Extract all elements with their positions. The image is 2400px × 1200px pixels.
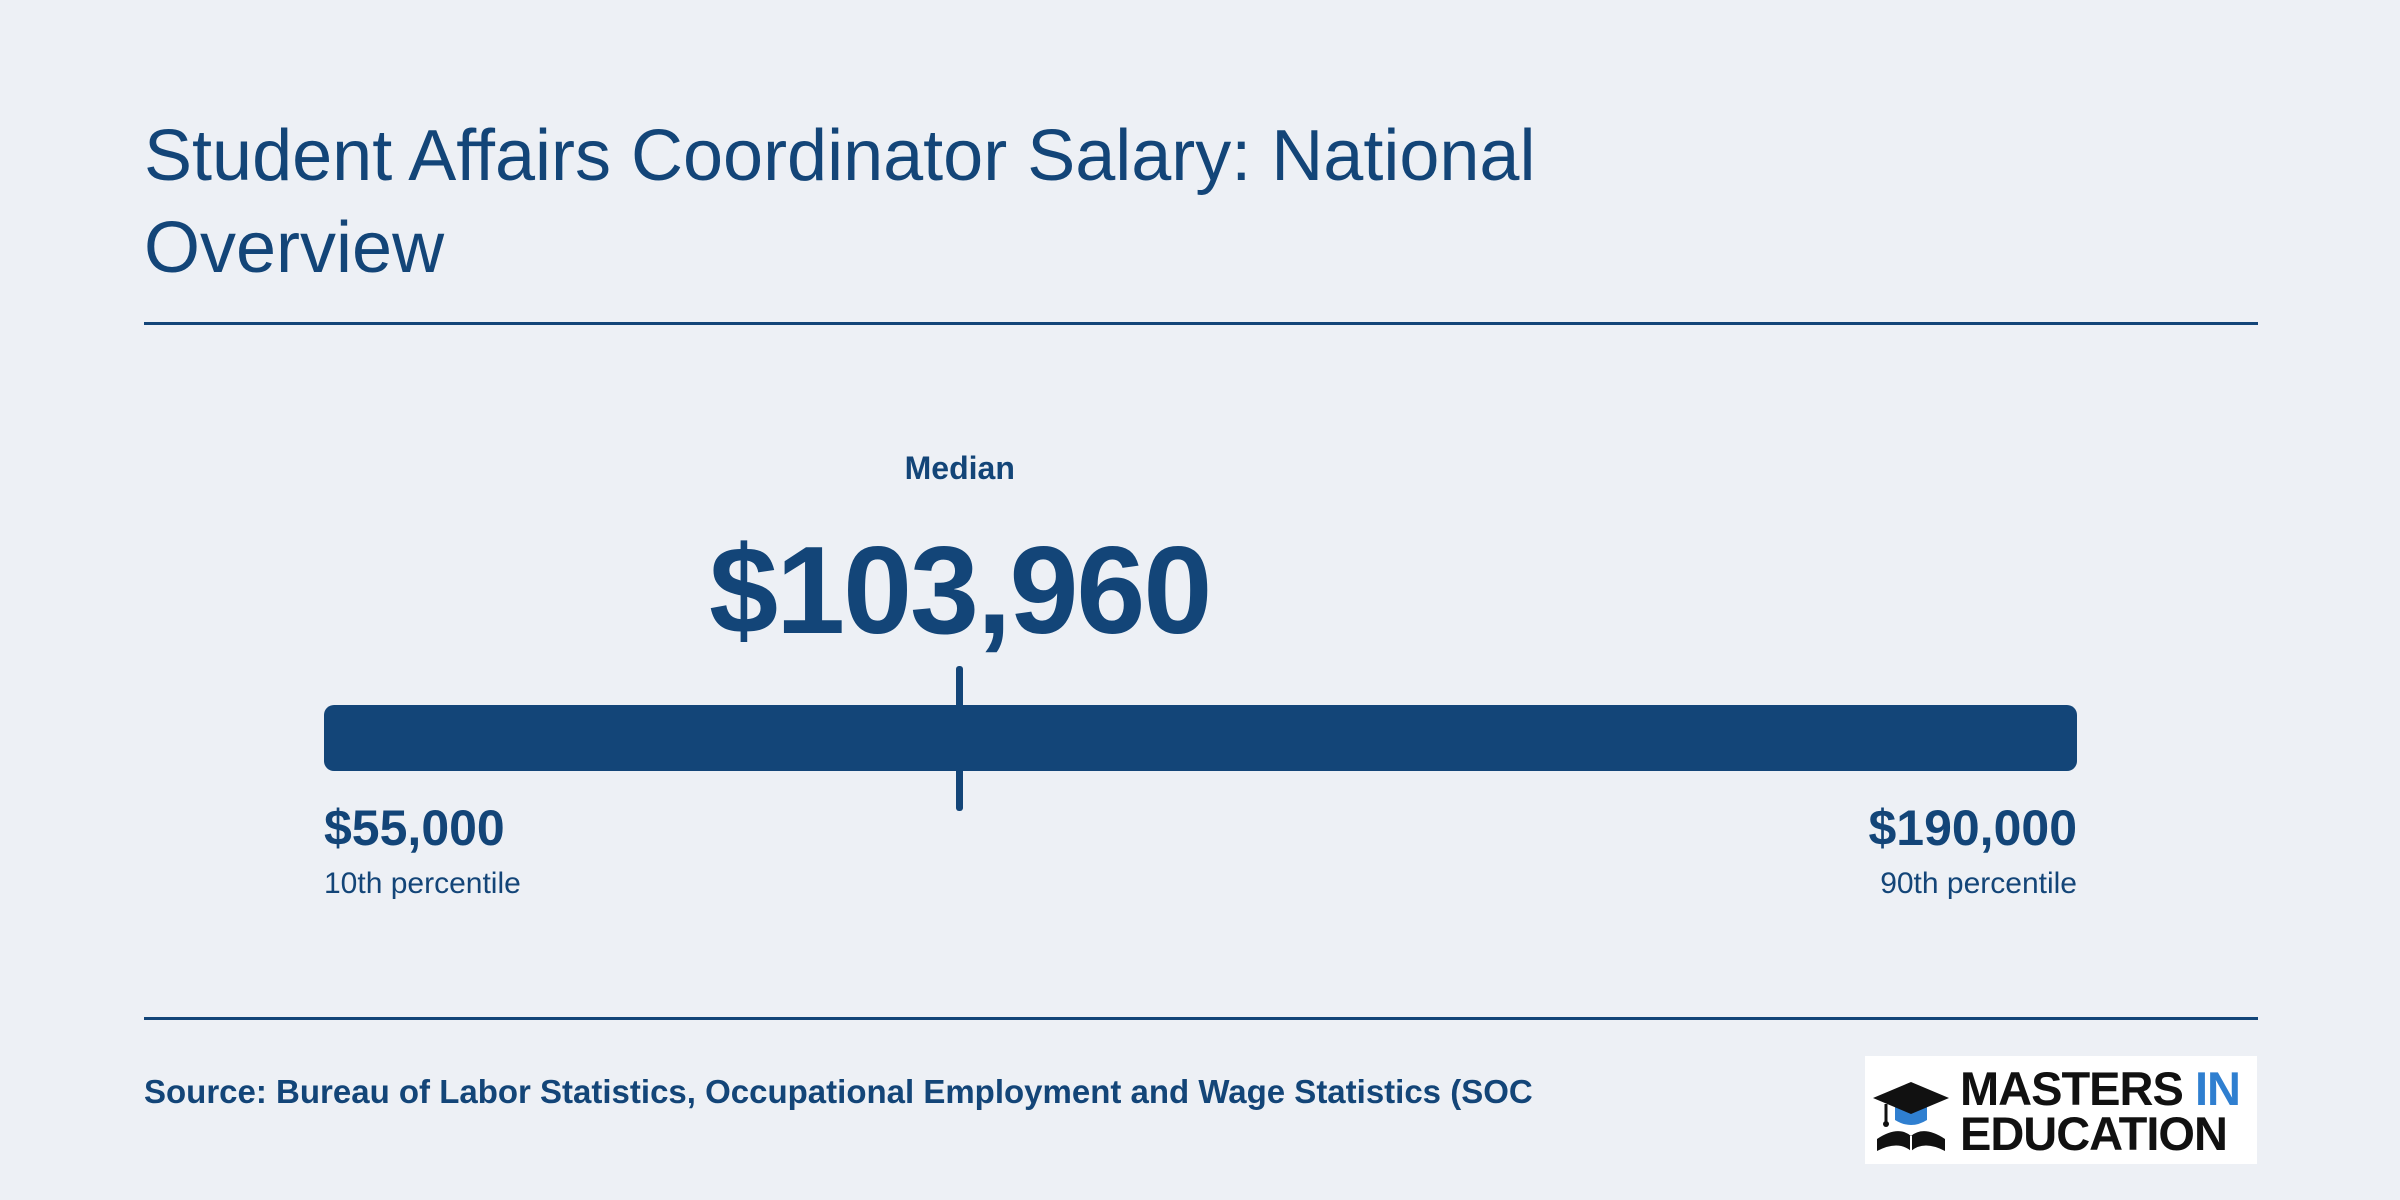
median-marker [956,666,964,811]
low-percentile-value: $55,000 [324,800,505,856]
median-value: $103,960 [709,522,1212,660]
title-divider [144,322,2258,325]
median-label: Median [904,450,1015,486]
low-percentile-label: $55,000 10th percentile [324,798,824,904]
masters-in-education-logo: MASTERS IN EDUCATION [1865,1056,2257,1164]
high-percentile-caption: 90th percentile [1880,867,2077,900]
high-percentile-value: $190,000 [1868,800,2077,856]
logo-word-in: IN [2195,1062,2240,1115]
graduation-cap-book-icon [1873,1082,1949,1151]
median-callout: Median $103,960 [660,448,1260,656]
logo-word-education: EDUCATION [1960,1107,2227,1160]
salary-range-bar [324,705,2077,771]
page-title: Student Affairs Coordinator Salary: Nati… [144,116,1536,288]
footer-divider [144,1017,2258,1020]
high-percentile-label: $190,000 90th percentile [1577,798,2077,904]
low-percentile-caption: 10th percentile [324,867,521,900]
source-note: Source: Bureau of Labor Statistics, Occu… [144,1073,1533,1110]
logo-word-masters: MASTERS [1960,1062,2183,1115]
